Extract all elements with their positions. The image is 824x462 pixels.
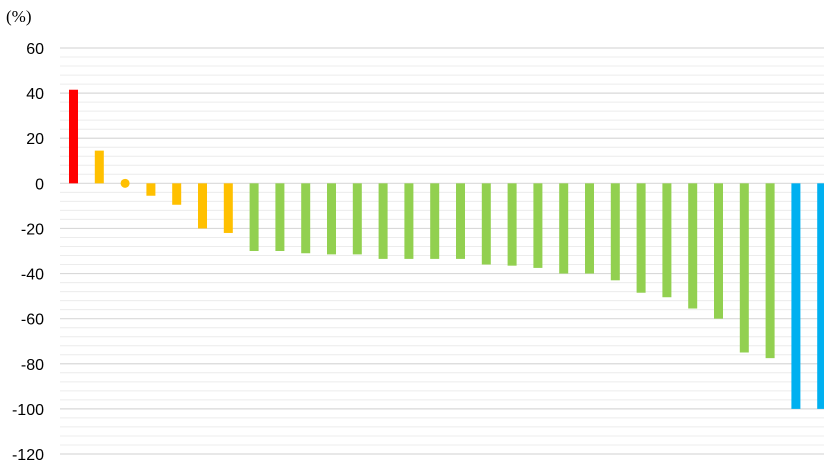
bar bbox=[662, 183, 672, 298]
bar-marker bbox=[120, 178, 130, 188]
y-tick-label: -40 bbox=[21, 267, 44, 284]
gridlines bbox=[60, 47, 824, 455]
bar bbox=[585, 183, 594, 274]
y-axis-tick-labels: 60 40 20 0 -20 -40 -60 -80 -100 -120 bbox=[12, 41, 44, 462]
y-tick-label: -100 bbox=[12, 402, 44, 419]
bar bbox=[533, 183, 543, 268]
bars bbox=[69, 89, 824, 409]
y-tick-label: 0 bbox=[35, 176, 44, 193]
bar bbox=[378, 183, 388, 259]
bar bbox=[94, 150, 104, 184]
bar bbox=[636, 183, 646, 293]
y-tick-label: 20 bbox=[26, 131, 44, 148]
bar bbox=[610, 183, 620, 281]
bar bbox=[714, 183, 723, 319]
y-tick-label: 60 bbox=[26, 41, 44, 58]
bar bbox=[817, 183, 824, 409]
bar bbox=[198, 183, 207, 229]
bar bbox=[301, 183, 311, 254]
y-axis-unit-label: (%) bbox=[6, 7, 31, 26]
bar bbox=[430, 183, 440, 259]
bar bbox=[352, 183, 362, 255]
bar bbox=[249, 183, 259, 251]
y-tick-label: 40 bbox=[26, 86, 44, 103]
y-tick-label: -120 bbox=[12, 447, 44, 462]
bar bbox=[765, 183, 775, 359]
bar bbox=[404, 183, 414, 259]
bar bbox=[507, 183, 517, 266]
bar bbox=[481, 183, 491, 265]
bar bbox=[146, 183, 156, 196]
bar bbox=[791, 183, 801, 409]
bar bbox=[223, 183, 233, 233]
bar bbox=[739, 183, 749, 353]
bar bbox=[172, 183, 182, 205]
y-tick-label: -20 bbox=[21, 221, 44, 238]
bar bbox=[688, 183, 698, 309]
bar bbox=[327, 183, 336, 255]
bar bbox=[456, 183, 465, 259]
y-tick-label: -80 bbox=[21, 357, 44, 374]
bar bbox=[559, 183, 569, 274]
y-tick-label: -60 bbox=[21, 312, 44, 329]
bar bbox=[275, 183, 285, 251]
bar bbox=[69, 89, 78, 184]
